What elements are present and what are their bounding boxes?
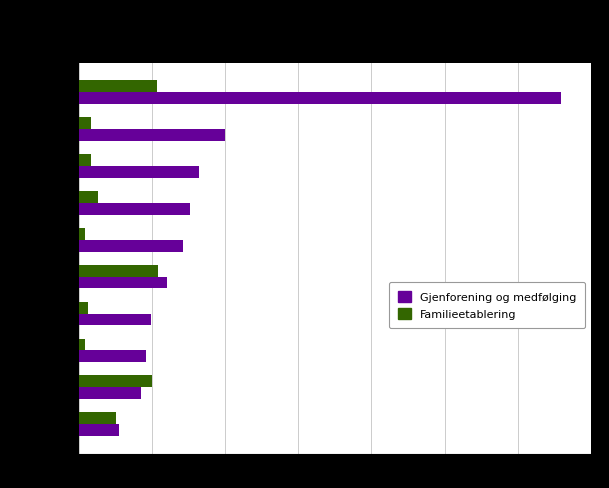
Bar bbox=[79, 130, 225, 142]
Bar bbox=[79, 277, 167, 289]
Bar bbox=[79, 166, 199, 179]
Bar bbox=[79, 265, 158, 277]
Bar bbox=[79, 118, 91, 130]
Bar bbox=[79, 314, 151, 325]
Bar bbox=[79, 192, 98, 203]
Bar bbox=[79, 376, 152, 387]
Bar bbox=[79, 424, 119, 436]
Bar bbox=[79, 351, 146, 363]
Bar bbox=[79, 412, 116, 424]
Bar bbox=[79, 93, 561, 105]
Bar bbox=[79, 155, 91, 166]
Bar bbox=[79, 387, 141, 399]
Bar bbox=[79, 228, 85, 240]
Bar bbox=[79, 203, 190, 215]
Bar bbox=[79, 240, 183, 252]
Bar bbox=[79, 81, 157, 93]
Bar bbox=[79, 302, 88, 314]
Bar bbox=[79, 339, 85, 351]
Legend: Gjenforening og medfølging, Familieetablering: Gjenforening og medfølging, Familieetabl… bbox=[389, 283, 585, 328]
